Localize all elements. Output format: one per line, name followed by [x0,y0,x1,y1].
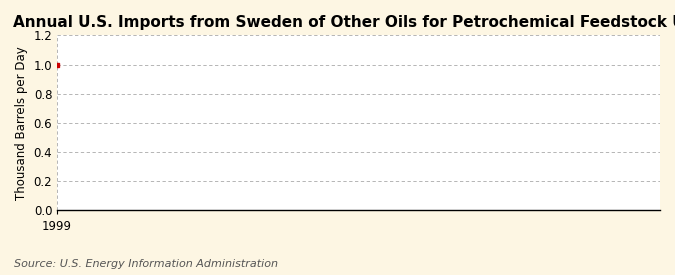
Title: Annual U.S. Imports from Sweden of Other Oils for Petrochemical Feedstock Use: Annual U.S. Imports from Sweden of Other… [13,15,675,30]
Text: Source: U.S. Energy Information Administration: Source: U.S. Energy Information Administ… [14,259,277,269]
Y-axis label: Thousand Barrels per Day: Thousand Barrels per Day [15,46,28,200]
